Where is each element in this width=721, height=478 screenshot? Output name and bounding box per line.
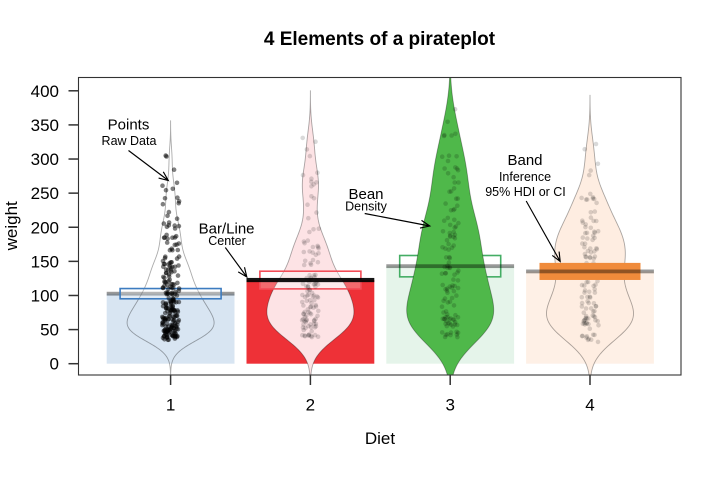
svg-text:250: 250 xyxy=(31,184,59,203)
svg-text:Diet: Diet xyxy=(365,429,396,448)
svg-text:95% HDI or CI: 95% HDI or CI xyxy=(485,185,566,199)
svg-text:150: 150 xyxy=(31,252,59,271)
svg-text:0: 0 xyxy=(50,355,59,374)
svg-text:50: 50 xyxy=(40,321,59,340)
svg-text:4: 4 xyxy=(585,396,594,415)
svg-text:Band: Band xyxy=(507,152,542,169)
svg-text:weight: weight xyxy=(2,201,21,251)
svg-text:400: 400 xyxy=(31,82,59,101)
svg-text:300: 300 xyxy=(31,150,59,169)
svg-text:1: 1 xyxy=(166,396,175,415)
svg-text:Center: Center xyxy=(208,234,246,248)
svg-text:Points: Points xyxy=(108,117,150,134)
svg-text:100: 100 xyxy=(31,286,59,305)
svg-text:Inference: Inference xyxy=(499,170,551,184)
svg-text:3: 3 xyxy=(445,396,454,415)
svg-text:4 Elements of a pirateplot: 4 Elements of a pirateplot xyxy=(264,29,496,50)
svg-text:Bean: Bean xyxy=(348,186,383,203)
svg-text:200: 200 xyxy=(31,218,59,237)
svg-text:Raw Data: Raw Data xyxy=(102,134,157,148)
svg-text:2: 2 xyxy=(306,396,315,415)
svg-text:Density: Density xyxy=(345,200,387,214)
svg-text:350: 350 xyxy=(31,116,59,135)
svg-text:Bar/Line: Bar/Line xyxy=(199,221,255,238)
